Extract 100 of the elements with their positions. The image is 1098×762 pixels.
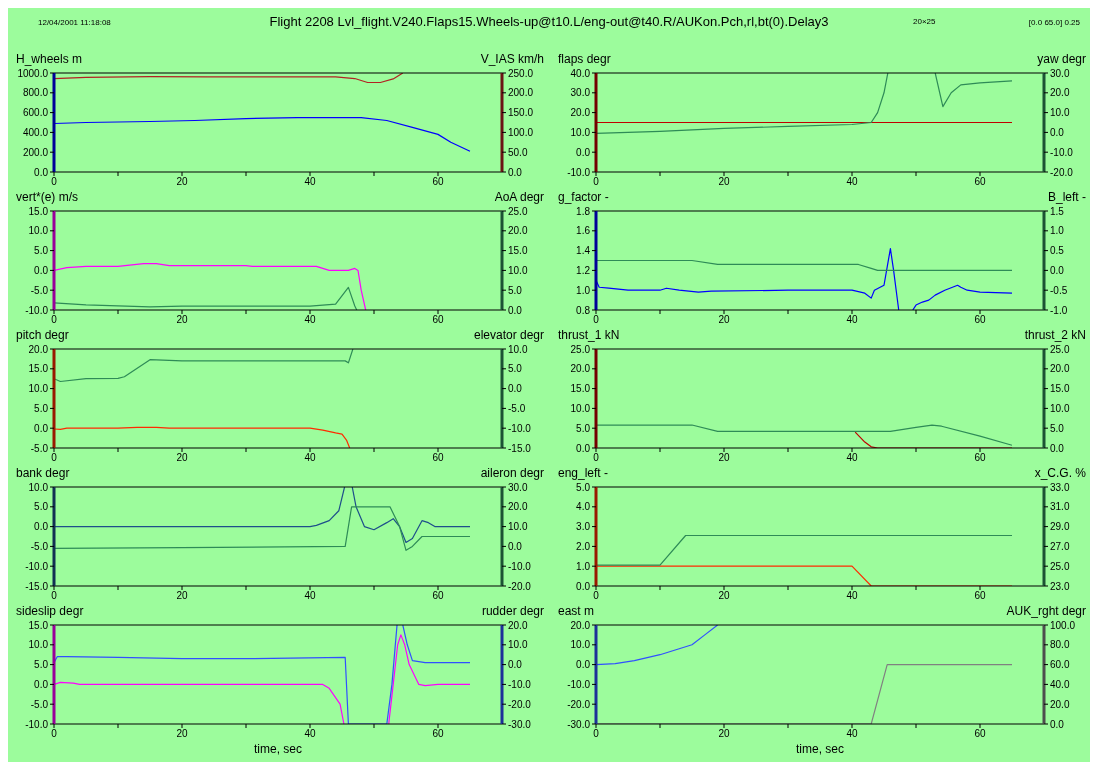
line-series [54,116,471,152]
text: Flight 2208 Lvl_flight.V240.Flaps15.Wheels-up@t10.L/eng-out@t40.R/AUKon.Pch,rl,bt(0).Delay3 [269,14,829,29]
y2-tick-label: -10.0 [508,422,532,434]
y2-tick-label: 10.0 [1050,402,1070,414]
x-tick-label: 20 [718,452,730,464]
line-series [596,259,1013,271]
y2-axis-title: aileron degr [480,466,544,480]
y2-axis-title: AoA degr [494,190,544,204]
y2-tick-label: 25.0 [508,205,528,217]
y-tick-label: 4.0 [576,501,591,513]
y2-axis-title: elevator degr [473,328,544,342]
y2-tick-label: 0.0 [1050,718,1065,730]
y2-tick-label: -5.0 [508,402,526,414]
y2-tick-label: 0.0 [1050,442,1065,454]
y-axis-title: H_wheels m [16,52,83,66]
y-tick-label: 0.0 [34,264,49,276]
y2-tick-label: 60.0 [1050,659,1070,671]
y-tick-label: 25.0 [570,343,591,355]
x-tick-label: 60 [432,176,444,188]
y-tick-label: 10.0 [570,402,591,414]
y-tick-label: -5.0 [30,698,49,710]
y-tick-label: 5.0 [34,501,49,513]
y2-tick-label: 10.0 [508,521,528,533]
y-tick-label: 400.0 [22,126,49,138]
y-tick-label: 1000.0 [17,67,49,79]
y2-tick-label: 33.0 [1050,481,1070,493]
y2-tick-label: 100.0 [1050,619,1076,631]
y2-axis-title: AUK_rght degr [1006,604,1086,618]
y2-tick-label: -10.0 [508,678,532,690]
y2-axis-title: rudder degr [481,604,544,618]
x-tick-label: 60 [974,590,986,602]
y2-axis-title: B_left - [1047,190,1086,204]
y-tick-label: 600.0 [22,107,49,119]
y2-tick-label: 20.0 [508,501,528,513]
text: 20×25 [913,17,936,26]
x-tick-label: 0 [51,176,58,188]
y-tick-label: 0.0 [576,442,591,454]
y-tick-label: 1.8 [576,205,591,217]
y2-tick-label: 20.0 [508,619,528,631]
y-tick-label: 10.0 [570,639,591,651]
y-tick-label: 1.0 [576,560,591,572]
y2-tick-label: -10.0 [508,560,532,572]
y-tick-label: 40.0 [570,67,591,79]
y-tick-label: -5.0 [30,284,49,296]
y-tick-label: -5.0 [30,442,49,454]
y2-tick-label: 15.0 [1050,383,1070,395]
line-series [54,349,354,383]
x-tick-label: 20 [718,314,730,326]
y2-tick-label: 0.0 [1050,126,1065,138]
y-tick-label: 200.0 [22,146,49,158]
x-tick-label: 0 [593,314,600,326]
y-tick-label: 2.0 [576,540,591,552]
y2-tick-label: 27.0 [1050,540,1070,552]
y-axis-title: eng_left - [558,466,609,480]
y-axis-title: sideslip degr [16,604,84,618]
x-tick-label: 60 [432,314,444,326]
y2-tick-label: 100.0 [508,126,534,138]
y-tick-label: 15.0 [28,205,49,217]
y-tick-label: 10.0 [570,126,591,138]
x-tick-label: 40 [304,728,316,740]
x-tick-label: 0 [593,590,600,602]
y-tick-label: 10.0 [28,383,49,395]
y-axis-title: bank degr [16,466,70,480]
y2-tick-label: 30.0 [1050,67,1070,79]
y2-axis-title: V_IAS km/h [480,52,544,66]
y-axis-title: vert*(e) m/s [16,190,79,204]
x-tick-label: 40 [846,728,858,740]
x-tick-label: 0 [593,452,600,464]
y-axis-title: pitch degr [16,328,69,342]
y2-tick-label: 0.0 [508,166,523,178]
x-tick-label: 20 [718,728,730,740]
x-tick-label: 40 [846,452,858,464]
y-tick-label: 1.4 [576,245,591,257]
y2-tick-label: 20.0 [1050,87,1070,99]
x-tick-label: 0 [51,314,58,326]
x-tick-label: 40 [304,590,316,602]
y-tick-label: 800.0 [22,87,49,99]
y-tick-label: -5.0 [30,540,49,552]
y2-tick-label: 10.0 [508,343,528,355]
y-axis-title: g_factor - [558,190,609,204]
y2-tick-label: 80.0 [1050,639,1070,651]
x-tick-label: 20 [176,590,188,602]
x-tick-label: 20 [176,452,188,464]
y-tick-label: 30.0 [570,87,591,99]
y2-tick-label: 20.0 [508,225,528,237]
x-tick-label: 40 [304,452,316,464]
y-tick-label: 10.0 [28,639,49,651]
y2-tick-label: 25.0 [1050,560,1070,572]
x-tick-label: 40 [846,176,858,188]
text: 12/04/2001 11:18:08 [38,18,111,27]
y-tick-label: 1.6 [576,225,591,237]
y-tick-label: 15.0 [570,383,591,395]
x-axis-title: time, sec [253,742,303,756]
y-tick-label: 20.0 [570,363,591,375]
y2-tick-label: -15.0 [508,442,532,454]
x-tick-label: 0 [51,728,58,740]
y2-axis-title: x_C.G. % [1034,466,1086,480]
y2-tick-label: 10.0 [1050,107,1070,119]
y2-tick-label: 20.0 [1050,363,1070,375]
y-tick-label: 5.0 [576,422,591,434]
